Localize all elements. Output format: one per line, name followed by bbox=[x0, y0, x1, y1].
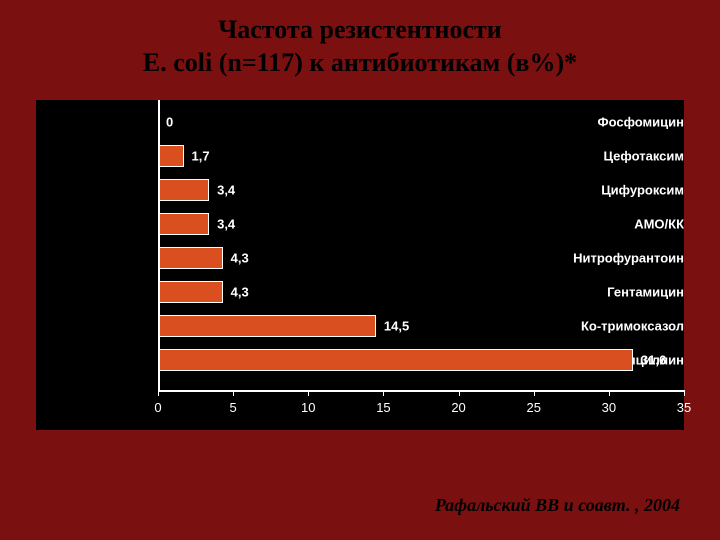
value-label: 3,4 bbox=[217, 183, 235, 198]
slide: Частота резистентности E. coli (n=117) к… bbox=[0, 0, 720, 540]
y-axis-label: Цефотаксим bbox=[570, 149, 684, 164]
value-label: 0 bbox=[166, 115, 173, 130]
y-axis-label: Гентамицин bbox=[570, 285, 684, 300]
y-axis bbox=[158, 100, 160, 390]
title-line-2: E. coli (n=117) к антибиотикам (в%)* bbox=[143, 48, 577, 77]
value-label: 3,4 bbox=[217, 217, 235, 232]
x-axis bbox=[158, 390, 684, 392]
y-axis-label: Цифуроксим bbox=[570, 183, 684, 198]
x-axis-label: 5 bbox=[230, 400, 237, 415]
x-tick bbox=[233, 390, 234, 396]
page-title: Частота резистентности E. coli (n=117) к… bbox=[0, 0, 720, 79]
y-axis-label: Нитрофурантоин bbox=[570, 251, 684, 266]
bar bbox=[158, 281, 223, 303]
bar bbox=[158, 315, 376, 337]
x-tick bbox=[534, 390, 535, 396]
chart-container: Фосфомицин 0 Цефотаксим 1,7 Цифуроксим 3,4 АМО… bbox=[36, 100, 684, 430]
y-axis-label: Ко-тримоксазол bbox=[570, 319, 684, 334]
bar bbox=[158, 247, 223, 269]
y-axis-label: Фосфомицин bbox=[570, 115, 684, 130]
x-axis-label: 10 bbox=[301, 400, 315, 415]
bar bbox=[158, 349, 633, 371]
title-line-1: Частота резистентности bbox=[218, 15, 502, 44]
chart: Фосфомицин 0 Цефотаксим 1,7 Цифуроксим 3,4 АМО… bbox=[36, 100, 684, 430]
y-axis-label: АМО/КК bbox=[570, 217, 684, 232]
x-tick bbox=[609, 390, 610, 396]
x-tick bbox=[158, 390, 159, 396]
x-tick bbox=[383, 390, 384, 396]
value-label: 31,6 bbox=[641, 353, 666, 368]
x-tick bbox=[308, 390, 309, 396]
x-tick bbox=[684, 390, 685, 396]
x-axis-label: 15 bbox=[376, 400, 390, 415]
bar bbox=[158, 213, 209, 235]
bar bbox=[158, 145, 184, 167]
value-label: 14,5 bbox=[384, 319, 409, 334]
x-axis-label: 30 bbox=[602, 400, 616, 415]
bar bbox=[158, 179, 209, 201]
x-axis-label: 25 bbox=[526, 400, 540, 415]
x-axis-label: 0 bbox=[154, 400, 161, 415]
value-label: 4,3 bbox=[231, 285, 249, 300]
value-label: 4,3 bbox=[231, 251, 249, 266]
citation: Рафальский ВВ и соавт. , 2004 bbox=[435, 495, 680, 516]
x-axis-label: 35 bbox=[677, 400, 691, 415]
x-axis-label: 20 bbox=[451, 400, 465, 415]
x-tick bbox=[459, 390, 460, 396]
value-label: 1,7 bbox=[192, 149, 210, 164]
